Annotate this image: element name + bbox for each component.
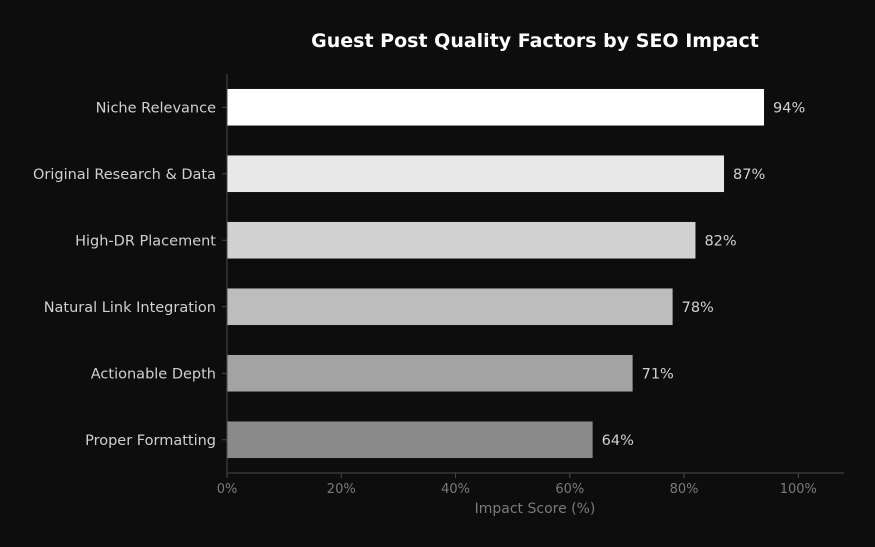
bar [227,288,673,326]
x-tick-label: 0% [217,482,238,497]
category-label: Natural Link Integration [44,300,216,316]
x-tick-label: 100% [780,482,817,497]
x-tick-label: 60% [555,482,584,497]
x-axis-title: Impact Score (%) [475,501,596,517]
bar [227,354,633,392]
x-tick-label: 80% [670,482,699,497]
category-label: Niche Relevance [96,100,216,116]
category-label: Proper Formatting [85,433,216,449]
data-label: 82% [704,233,736,249]
data-label: 78% [682,300,714,316]
x-tick-label: 20% [327,482,356,497]
bar [227,155,725,193]
data-label: 64% [602,433,634,449]
chart-title: Guest Post Quality Factors by SEO Impact [311,30,759,52]
data-label: 94% [773,100,805,116]
data-label: 87% [733,167,765,183]
bar [227,88,765,126]
bar [227,221,696,259]
x-tick-label: 40% [441,482,470,497]
bar [227,421,593,459]
bars-layer: 94% 87% 82% 78% 71% 64% [227,88,805,459]
axes-layer: 0% 20% 40% 60% 80% 100% Niche Relevance Origina… [33,74,844,497]
category-label: Original Research & Data [33,167,216,183]
data-label: 71% [642,366,674,382]
category-label: Actionable Depth [91,366,216,382]
category-label: High-DR Placement [75,233,216,249]
